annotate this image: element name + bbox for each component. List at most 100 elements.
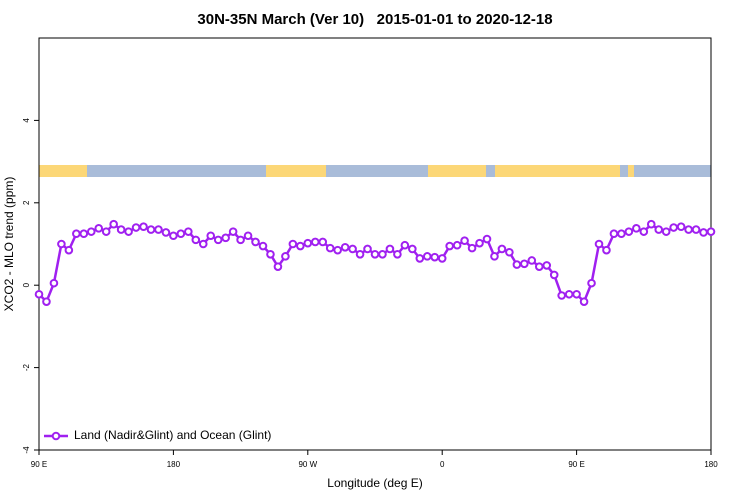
- data-point: [325, 243, 335, 253]
- data-point: [273, 262, 283, 271]
- data-point: [154, 225, 163, 234]
- data-point: [669, 223, 678, 232]
- data-point: [116, 225, 126, 234]
- data-point: [422, 252, 432, 261]
- data-point: [639, 227, 649, 236]
- data-point: [333, 245, 342, 255]
- data-point: [161, 228, 171, 237]
- data-point: [176, 229, 186, 238]
- data-point: [520, 259, 529, 269]
- data-point: [72, 229, 81, 238]
- data-point: [400, 240, 410, 250]
- data-point: [564, 289, 574, 299]
- data-point: [430, 252, 440, 262]
- legend-marker: [51, 431, 61, 441]
- y-tick-label: -2: [22, 363, 31, 371]
- data-point: [527, 256, 537, 265]
- data-point: [34, 289, 44, 299]
- y-axis-label: XCO2 - MLO trend (ppm): [2, 177, 16, 312]
- data-point: [393, 250, 402, 259]
- x-axis-label: Longitude (deg E): [327, 476, 422, 490]
- data-point: [482, 234, 492, 244]
- data-point: [549, 270, 559, 280]
- data-point: [587, 278, 596, 288]
- data-point: [57, 239, 66, 249]
- data-point: [251, 237, 260, 247]
- data-point: [236, 235, 245, 245]
- data-point: [676, 222, 686, 231]
- chart-title: 30N-35N March (Ver 10) 2015-01-01 to 202…: [197, 11, 552, 28]
- data-point: [340, 242, 350, 252]
- y-tick-label: 4: [22, 118, 31, 123]
- land-band: [628, 165, 634, 177]
- data-point: [109, 219, 118, 229]
- data-point: [221, 233, 230, 243]
- data-point: [348, 244, 357, 254]
- x-tick-label: 180: [704, 460, 718, 469]
- data-point: [146, 225, 156, 234]
- data-point: [169, 231, 178, 241]
- data-point: [684, 225, 693, 234]
- data-point: [460, 236, 469, 246]
- data-point: [654, 225, 664, 234]
- data-point: [258, 241, 268, 251]
- data-point: [296, 241, 305, 251]
- land-band: [495, 165, 620, 177]
- data-point: [691, 225, 701, 234]
- data-point: [602, 245, 611, 255]
- y-tick-label: -4: [22, 446, 31, 454]
- data-point: [64, 245, 74, 255]
- land-band: [266, 165, 326, 177]
- x-tick-label: 90 E: [568, 460, 584, 469]
- data-point: [363, 244, 372, 254]
- data-point: [310, 237, 320, 247]
- data-point: [213, 235, 223, 245]
- data-point: [617, 229, 626, 238]
- data-point: [624, 227, 634, 236]
- data-point: [266, 250, 275, 259]
- data-point: [94, 224, 104, 233]
- data-point: [475, 238, 484, 248]
- data-point: [139, 222, 148, 231]
- data-point: [184, 227, 193, 236]
- x-tick-label: 90 W: [298, 460, 317, 469]
- data-point: [303, 238, 313, 248]
- data-point: [131, 223, 141, 232]
- data-point: [437, 254, 447, 263]
- data-point: [699, 228, 708, 237]
- data-point: [378, 250, 387, 259]
- data-point: [385, 244, 395, 254]
- data-point: [490, 252, 499, 261]
- data-point: [467, 243, 477, 253]
- data-point: [243, 231, 253, 241]
- data-point: [228, 227, 238, 236]
- legend-label: Land (Nadir&Glint) and Ocean (Glint): [74, 428, 271, 442]
- data-point: [101, 227, 111, 236]
- y-tick-label: 2: [22, 200, 31, 205]
- data-point: [594, 239, 604, 249]
- data-point: [557, 291, 566, 300]
- data-point: [370, 250, 380, 259]
- data-point: [497, 244, 507, 254]
- land-ocean-band: [39, 165, 711, 177]
- x-tick-label: 0: [440, 460, 445, 469]
- data-point: [191, 235, 201, 245]
- data-point: [445, 241, 454, 251]
- data-point: [288, 239, 298, 249]
- x-tick-label: 180: [167, 460, 181, 469]
- y-tick-label: 0: [22, 282, 31, 287]
- data-point: [579, 297, 589, 306]
- data-point: [79, 229, 89, 238]
- data-point: [646, 219, 656, 229]
- data-point: [661, 227, 671, 236]
- data-point: [512, 260, 522, 269]
- data-point: [206, 231, 216, 241]
- data-point: [42, 297, 51, 306]
- data-point: [632, 224, 641, 233]
- data-point: [124, 227, 133, 236]
- data-point: [542, 261, 552, 270]
- x-tick-label: 90 E: [31, 460, 47, 469]
- data-point: [534, 262, 544, 271]
- land-band: [39, 165, 87, 177]
